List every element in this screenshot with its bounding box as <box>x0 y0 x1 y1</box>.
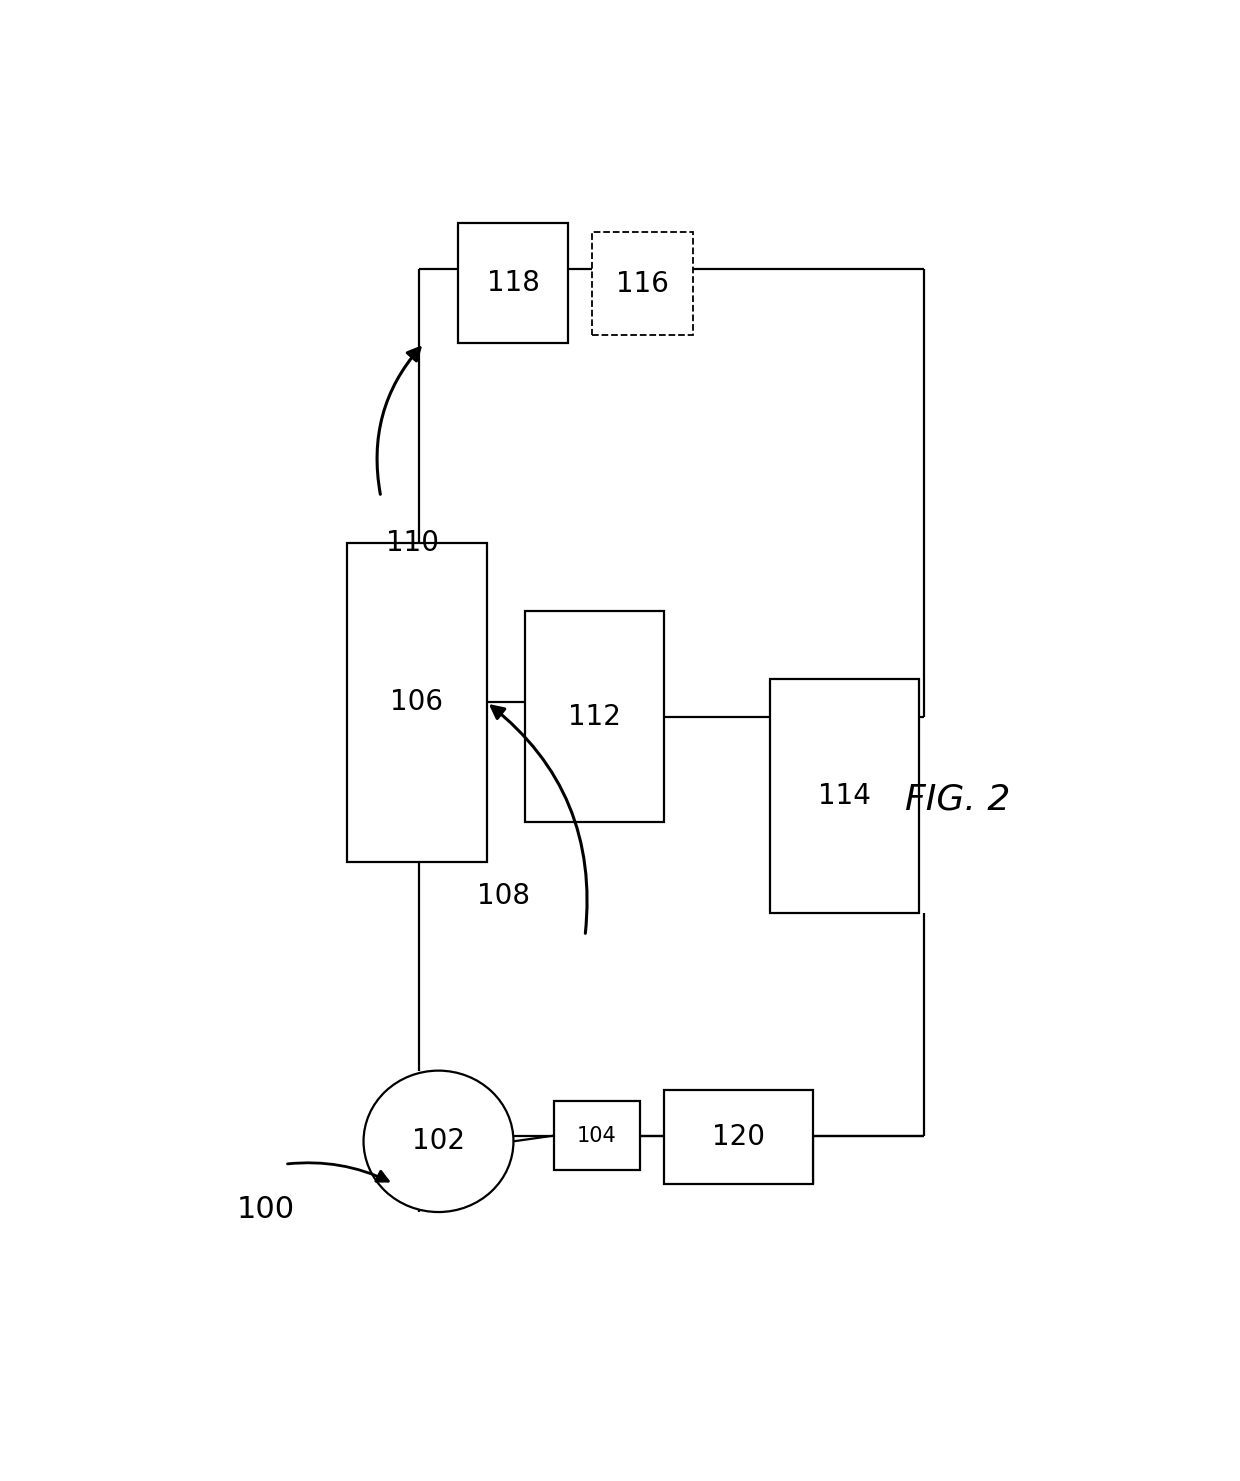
Bar <box>458 224 568 344</box>
Bar <box>347 542 486 862</box>
Text: 120: 120 <box>712 1123 765 1151</box>
Text: 112: 112 <box>568 702 621 730</box>
Bar <box>525 612 665 822</box>
Text: 116: 116 <box>616 270 670 298</box>
Text: 118: 118 <box>486 270 539 298</box>
Bar <box>593 233 693 335</box>
Ellipse shape <box>363 1071 513 1211</box>
Text: 114: 114 <box>818 782 870 810</box>
Text: 110: 110 <box>386 529 439 557</box>
Text: 102: 102 <box>412 1127 465 1155</box>
Text: 108: 108 <box>477 883 529 911</box>
Text: 106: 106 <box>391 689 444 717</box>
Bar <box>770 680 919 914</box>
Text: 100: 100 <box>237 1195 295 1225</box>
Bar <box>665 1090 813 1183</box>
Bar <box>554 1102 640 1170</box>
Text: FIG. 2: FIG. 2 <box>905 782 1011 816</box>
Text: 104: 104 <box>577 1126 618 1146</box>
